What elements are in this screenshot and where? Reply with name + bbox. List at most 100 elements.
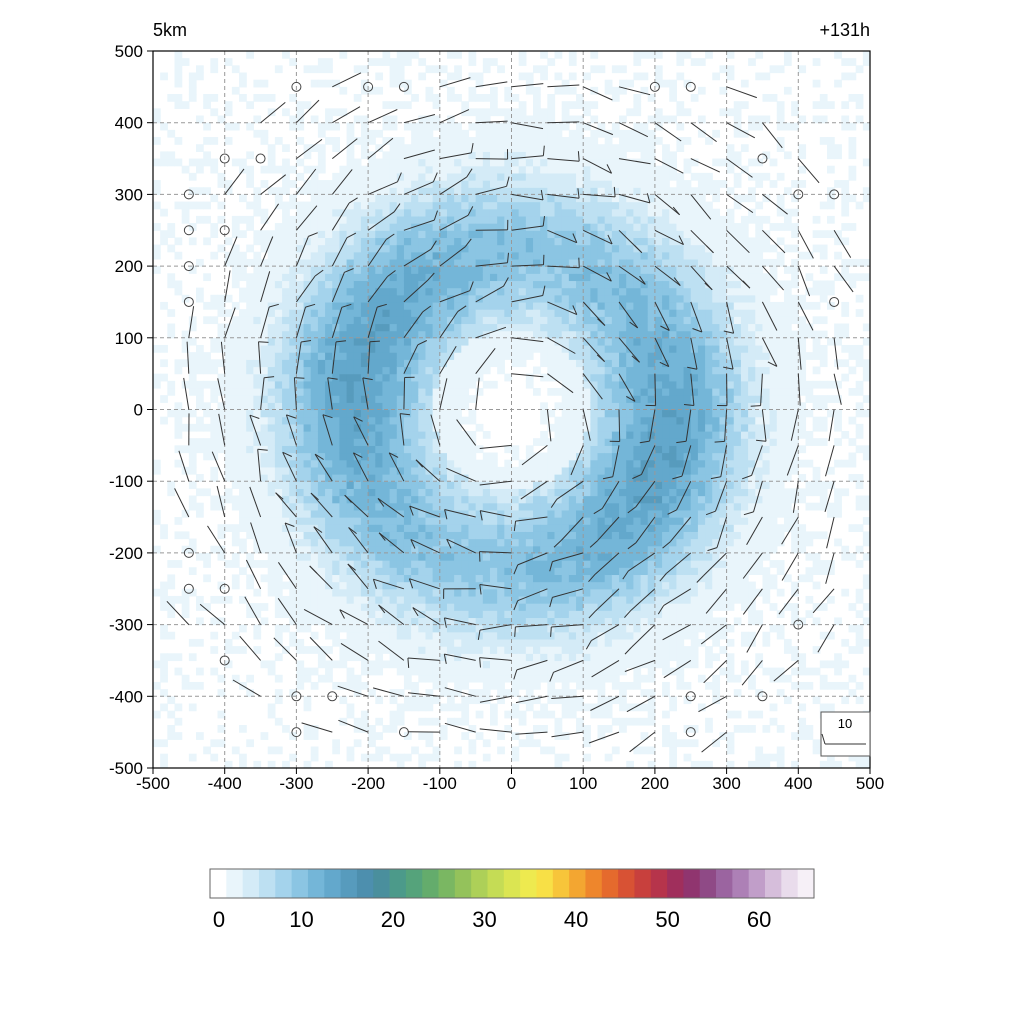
field-cell <box>568 287 577 296</box>
field-cell <box>482 352 491 360</box>
field-cell <box>303 732 312 740</box>
field-cell <box>468 488 477 497</box>
field-cell <box>633 445 642 454</box>
field-cell <box>239 452 247 461</box>
field-cell <box>360 574 369 583</box>
field-cell <box>590 617 599 626</box>
field-cell <box>461 696 470 705</box>
field-cell <box>346 323 355 332</box>
field-cell <box>561 710 570 719</box>
field-cell <box>604 416 613 425</box>
field-cell <box>583 151 591 160</box>
field-cell <box>511 172 520 181</box>
field-cell <box>439 187 448 195</box>
field-cell <box>554 266 563 274</box>
field-cell <box>296 122 305 131</box>
field-cell <box>454 524 462 532</box>
field-cell <box>640 409 649 418</box>
field-cell <box>561 459 570 468</box>
field-cell <box>540 294 548 303</box>
field-cell <box>382 58 391 66</box>
field-cell <box>317 560 326 568</box>
field-cell <box>375 466 384 475</box>
field-cell <box>626 244 634 253</box>
field-cell <box>454 94 462 102</box>
field-cell <box>203 402 211 411</box>
field-cell <box>504 466 513 475</box>
field-cell <box>360 409 369 418</box>
field-cell <box>454 588 462 597</box>
field-cell <box>418 158 427 167</box>
field-cell <box>303 309 312 317</box>
field-cell <box>489 681 498 690</box>
field-cell <box>446 316 455 325</box>
field-cell <box>611 667 620 676</box>
field-cell <box>389 696 398 705</box>
field-cell <box>518 129 527 138</box>
field-cell <box>489 208 498 217</box>
field-cell <box>576 667 584 676</box>
field-cell <box>339 638 348 647</box>
field-cell <box>446 180 455 188</box>
field-cell <box>296 387 305 396</box>
field-cell <box>396 753 405 762</box>
field-cell <box>203 101 211 109</box>
field-cell <box>446 208 455 217</box>
field-cell <box>325 495 333 504</box>
field-cell <box>511 237 520 246</box>
field-cell <box>396 466 405 475</box>
field-cell <box>425 560 434 568</box>
field-cell <box>568 603 577 611</box>
field-cell <box>432 416 441 425</box>
field-cell <box>282 316 290 325</box>
field-cell <box>296 215 305 224</box>
field-cell <box>239 538 247 547</box>
field-cell <box>547 423 556 432</box>
field-cell <box>461 445 470 454</box>
field-cell <box>446 172 455 181</box>
field-cell <box>561 373 570 382</box>
field-cell <box>461 158 470 167</box>
field-cell <box>267 402 276 411</box>
field-cell <box>446 151 455 160</box>
field-cell <box>303 101 312 109</box>
field-cell <box>497 65 505 74</box>
field-cell <box>547 330 556 339</box>
field-cell <box>540 201 548 210</box>
field-cell <box>454 581 462 590</box>
field-cell <box>633 416 642 425</box>
field-cell <box>368 409 376 418</box>
field-cell <box>547 287 556 296</box>
field-cell <box>217 359 226 368</box>
field-cell <box>439 244 448 253</box>
field-cell <box>583 251 591 260</box>
field-cell <box>153 180 161 188</box>
field-cell <box>217 674 226 683</box>
field-cell <box>446 215 455 224</box>
field-cell <box>174 402 183 411</box>
field-cell <box>568 129 577 138</box>
field-cell <box>317 466 326 475</box>
field-cell <box>389 165 398 174</box>
field-cell <box>375 223 384 231</box>
field-cell <box>647 588 656 597</box>
field-cell <box>432 588 441 597</box>
field-cell <box>317 581 326 590</box>
field-cell <box>475 201 484 210</box>
field-cell <box>382 517 391 525</box>
field-cell <box>611 180 620 188</box>
field-cell <box>353 201 362 210</box>
field-cell <box>317 194 326 203</box>
field-cell <box>446 301 455 310</box>
field-cell <box>504 689 513 697</box>
field-cell <box>533 244 541 253</box>
field-cell <box>633 646 642 654</box>
field-cell <box>454 244 462 253</box>
field-cell <box>619 567 627 576</box>
field-cell <box>289 395 297 403</box>
field-cell <box>446 86 455 95</box>
field-cell <box>217 380 226 389</box>
field-cell <box>403 646 412 654</box>
field-cell <box>353 574 362 583</box>
field-cell <box>353 517 362 525</box>
